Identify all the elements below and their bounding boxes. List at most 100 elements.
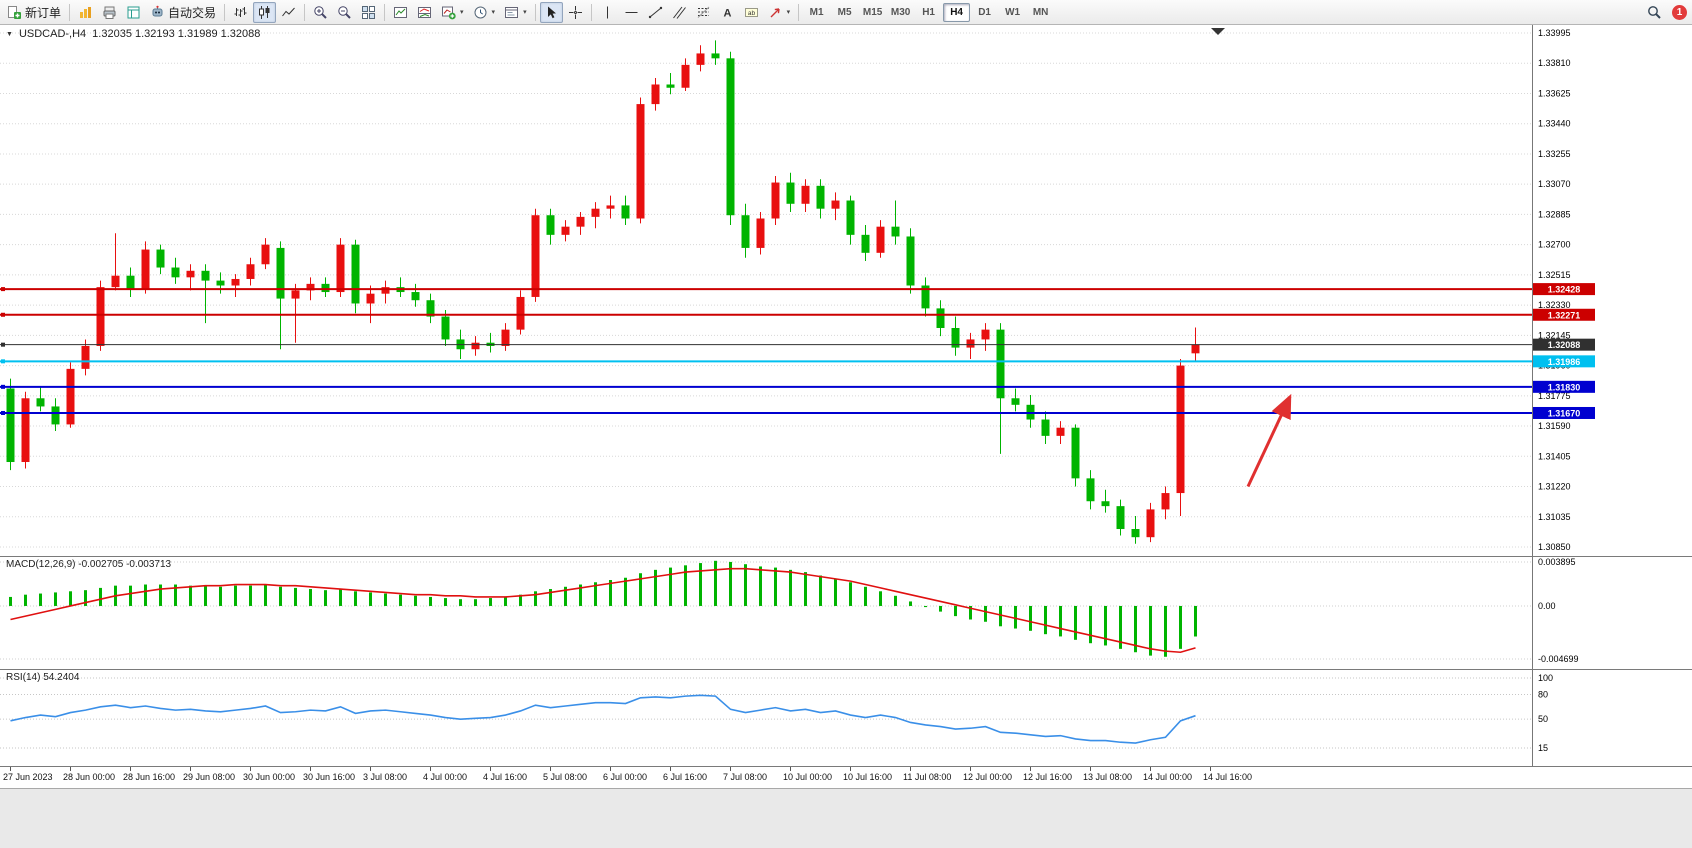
time-label: 30 Jun 00:00	[243, 772, 296, 782]
separator	[224, 3, 226, 21]
price-tag-label: 1.32271	[1548, 310, 1581, 320]
macd-histogram	[9, 560, 1197, 657]
candlestick-chart-button[interactable]	[253, 1, 277, 23]
add-indicator-button[interactable]: ▾	[437, 2, 468, 23]
data-window-icon	[126, 5, 141, 20]
timeframe-group: M1 M5 M15 M30 H1 H4 D1 W1 MN	[803, 2, 1054, 22]
macd-panel: 0.003895 0.00 -0.004699 MACD(12,26,9) -0.0…	[0, 556, 1692, 669]
zoom-in-icon	[313, 5, 328, 20]
data-window-button[interactable]	[122, 2, 145, 23]
time-label: 14 Jul 16:00	[1203, 772, 1253, 782]
price-axis-tick: 1.33810	[1538, 58, 1571, 68]
price-tag	[1533, 338, 1595, 351]
price-axis-tick: 1.31220	[1538, 482, 1571, 492]
crosshair-button[interactable]	[564, 2, 587, 23]
time-label: 29 Jun 08:00	[183, 772, 236, 782]
line-left-marker	[1, 384, 5, 389]
timeframe-button-D1[interactable]: D1	[971, 3, 998, 22]
indicator-window-button[interactable]	[413, 2, 436, 23]
rsi-axis-tick: 100	[1538, 673, 1553, 683]
svg-text:ab: ab	[747, 9, 755, 16]
price-axis-tick: 1.32885	[1538, 209, 1571, 219]
cursor-button[interactable]	[539, 1, 563, 23]
bar-chart-button[interactable]	[229, 2, 252, 23]
timeframe-button-M5[interactable]: M5	[831, 3, 858, 22]
arrows-tool-button[interactable]: ▾	[764, 2, 795, 23]
time-tick	[790, 767, 791, 771]
indicators-list-button[interactable]	[389, 2, 412, 23]
new-order-button[interactable]: 新订单	[3, 2, 65, 23]
candles-layer[interactable]	[6, 40, 1200, 544]
timeframe-button-M30[interactable]: M30	[887, 3, 914, 22]
timeframe-button-H4[interactable]: H4	[943, 2, 971, 22]
timeframe-button-H1[interactable]: H1	[915, 3, 942, 22]
periods-button[interactable]: ▾	[469, 2, 500, 23]
print-button[interactable]	[98, 2, 121, 23]
price-axis-tick: 1.32145	[1538, 330, 1571, 340]
zoom-out-button[interactable]	[333, 2, 356, 23]
time-label: 30 Jun 16:00	[303, 772, 356, 782]
price-axis-tick: 1.33995	[1538, 28, 1571, 38]
line-chart-button[interactable]	[277, 2, 300, 23]
separator	[534, 3, 536, 21]
price-tag	[1533, 355, 1595, 368]
time-tick	[1030, 767, 1031, 771]
timeframe-button-W1[interactable]: W1	[999, 3, 1026, 22]
time-tick	[850, 767, 851, 771]
tile-windows-button[interactable]	[357, 2, 380, 23]
cursor-icon	[544, 5, 559, 20]
time-tick	[310, 767, 311, 771]
time-label: 10 Jul 00:00	[783, 772, 833, 782]
fibonacci-icon	[696, 5, 711, 20]
main-chart-surface[interactable]: 1.33995 1.33810 1.33625 1.33440 1.33255 1.330…	[0, 25, 1692, 556]
notification-badge[interactable]: 1	[1672, 4, 1687, 20]
rsi-surface[interactable]: 100 80 50 15	[0, 670, 1692, 766]
main-chart-panel: 1.33995 1.33810 1.33625 1.33440 1.33255 1.330…	[0, 25, 1692, 556]
separator	[69, 3, 71, 21]
fibonacci-button[interactable]	[692, 2, 715, 23]
new-chart-button[interactable]	[74, 2, 97, 23]
price-tag-label: 1.31830	[1548, 382, 1581, 392]
time-label: 6 Jul 00:00	[603, 772, 648, 782]
zoom-in-button[interactable]	[309, 2, 332, 23]
timeframe-button-M1[interactable]: M1	[803, 3, 830, 22]
autotrading-button[interactable]: 自动交易	[146, 2, 220, 23]
time-label: 4 Jul 16:00	[483, 772, 528, 782]
line-chart-icon	[281, 5, 296, 20]
annotation-arrow[interactable]	[1246, 393, 1292, 488]
add-indicator-icon	[441, 5, 456, 20]
print-icon	[102, 5, 117, 20]
macd-axis-tick: -0.004699	[1538, 654, 1579, 664]
text-label-button[interactable]: ab	[740, 2, 763, 23]
trendline-button[interactable]	[644, 2, 667, 23]
time-label: 12 Jul 16:00	[1023, 772, 1073, 782]
time-label: 11 Jul 08:00	[903, 772, 952, 782]
bottom-strip	[0, 788, 1692, 848]
search-button[interactable]	[1643, 2, 1666, 23]
horizontal-line-button[interactable]	[620, 2, 643, 23]
text-button[interactable]: A	[716, 2, 739, 23]
line-left-marker	[1, 342, 5, 347]
price-tag-label: 1.32428	[1548, 285, 1581, 295]
templates-icon	[504, 5, 519, 20]
line-left-marker	[1, 287, 5, 292]
price-axis-tick: 1.31775	[1538, 391, 1571, 401]
time-label: 5 Jul 08:00	[543, 772, 588, 782]
chart-shift-marker[interactable]	[1211, 28, 1225, 35]
timeframe-button-M15[interactable]: M15	[859, 3, 886, 22]
time-axis[interactable]: 27 Jun 2023 28 Jun 00:00 28 Jun 16:00 29 Ju…	[0, 766, 1692, 788]
tile-windows-icon	[361, 5, 376, 20]
channel-button[interactable]	[668, 2, 691, 23]
vertical-line-button[interactable]	[596, 2, 619, 23]
time-label: 13 Jul 08:00	[1083, 772, 1133, 782]
line-left-marker	[1, 359, 5, 364]
time-tick	[1210, 767, 1211, 771]
time-tick	[190, 767, 191, 771]
price-tag-label: 1.31670	[1548, 408, 1581, 418]
templates-button[interactable]: ▾	[500, 2, 531, 23]
timeframe-button-MN[interactable]: MN	[1027, 3, 1054, 22]
price-axis-tick: 1.32700	[1538, 240, 1571, 250]
time-label: 6 Jul 16:00	[663, 772, 708, 782]
macd-surface[interactable]: 0.003895 0.00 -0.004699	[0, 557, 1692, 669]
chevron-down-icon: ▾	[523, 9, 527, 16]
